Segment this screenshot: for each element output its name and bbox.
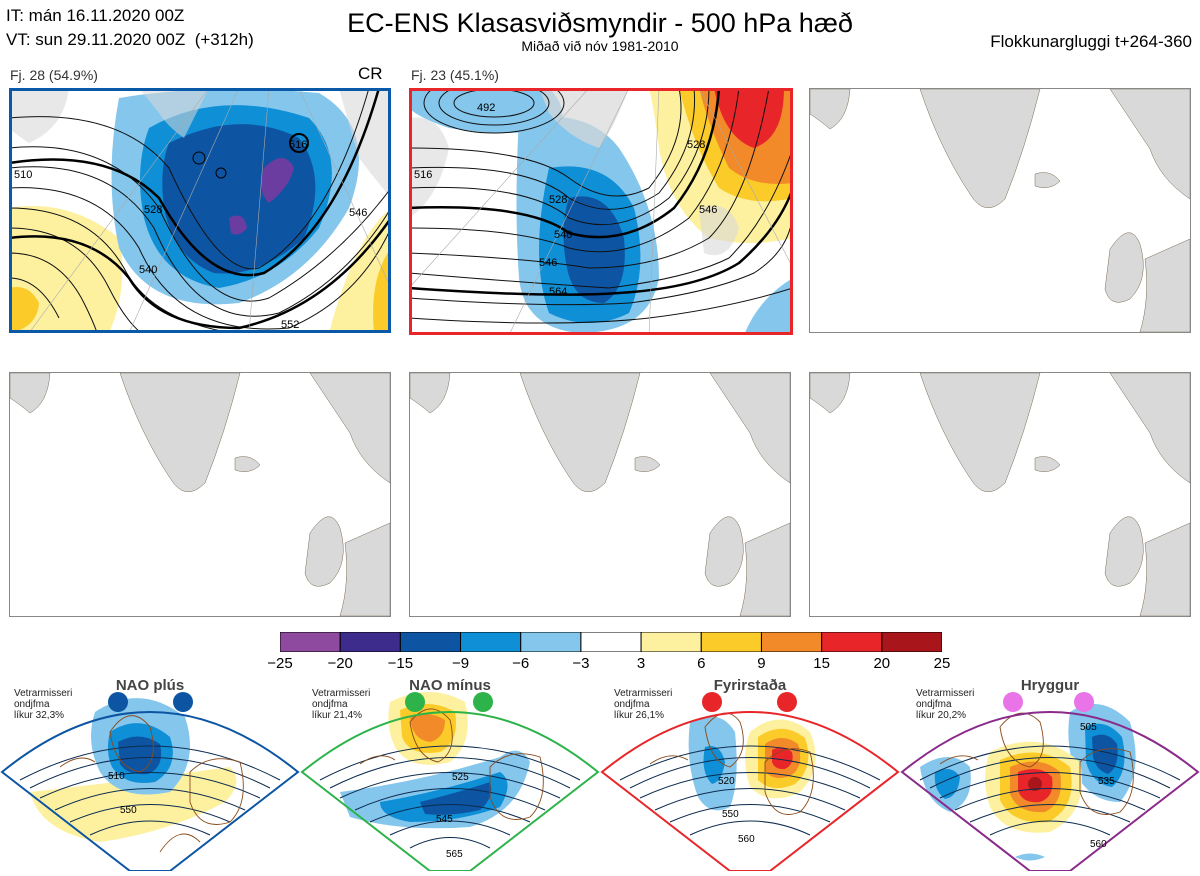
cluster-map-5 [409, 372, 791, 617]
colorbar-tick-label: −20 [327, 655, 353, 672]
regime-dot [777, 692, 797, 712]
regime-dot [473, 692, 493, 712]
contour-label: 528 [144, 204, 162, 216]
regime-name: Hryggur [1020, 677, 1080, 694]
page-title: EC-ENS Klasasviðsmyndir - 500 hPa hæð [347, 8, 853, 38]
contour-label: 528 [687, 139, 705, 151]
regime-months: ondjfma [14, 699, 50, 710]
colorbar-tick-label: −6 [512, 655, 530, 672]
cluster-2-border [409, 88, 793, 335]
valid-time: VT: sun 29.11.2020 00Z (+312h) [6, 30, 254, 49]
contour-label: 545 [436, 814, 453, 825]
regime-name: Fyrirstaða [713, 677, 787, 694]
regime-months: ondjfma [916, 699, 952, 710]
colorbar-swatch [339, 632, 401, 652]
regime-stats: Vetrarmisseri ondjfma líkur 21,4% [312, 688, 370, 721]
regime-stats: Vetrarmisseri ondjfma líkur 20,2% [916, 688, 974, 721]
colorbar-swatch [280, 632, 341, 652]
contour-label: 505 [1080, 722, 1097, 733]
contour-label: 546 [539, 257, 557, 269]
cluster-map-1: 516 528 540 546 552 510 [9, 88, 391, 333]
contour-label: 520 [718, 776, 735, 787]
cluster-2-label: Fj. 23 (45.1%) [411, 67, 499, 83]
cluster-map-6 [809, 372, 1191, 617]
contour-label: 516 [289, 139, 307, 151]
regime-dot [702, 692, 722, 712]
colorbar-tick-label: 25 [933, 655, 951, 672]
colorbar-swatch [700, 632, 762, 652]
regime-probability: líkur 26,1% [614, 710, 665, 721]
header-info: IT: mán 16.11.2020 00Z VT: sun 29.11.202… [6, 4, 254, 52]
classification-window: Flokkunargluggi t+264-360 [990, 32, 1192, 51]
regime-nao-plus: 510 550 NAO plús Vetrarmisseri ondjfma l… [0, 672, 300, 872]
regime-dot [1003, 692, 1023, 712]
colorbar-tick-label: −3 [572, 655, 590, 672]
colorbar-tick-label: −9 [451, 655, 470, 672]
regime-dot [108, 692, 128, 712]
contour-label: 550 [120, 805, 137, 816]
colorbar-swatch [520, 632, 582, 652]
regime-months: ondjfma [614, 699, 650, 710]
colorbar-swatch [821, 632, 883, 652]
regime-dot [405, 692, 425, 712]
contour-label: 492 [477, 102, 495, 114]
regime-probability: líkur 20,2% [916, 710, 967, 721]
colorbar-tick-label: 9 [757, 655, 766, 672]
contour-label: 565 [446, 849, 463, 860]
regime-stats: Vetrarmisseri ondjfma líkur 32,3% [14, 688, 72, 721]
regime-season: Vetrarmisseri [312, 688, 371, 699]
colorbar-swatch [881, 632, 942, 652]
colorbar-tick-label: −25 [267, 655, 293, 672]
contour-label: 560 [1090, 839, 1107, 850]
regime-blocking: 520 550 560 Fyrirstaða Vetrarmisseri ond… [600, 672, 900, 872]
colorbar-swatch [760, 632, 823, 652]
cluster-1-border [9, 88, 391, 333]
contour-label: 516 [414, 169, 432, 181]
regime-name: NAO plús [115, 677, 185, 694]
contour-label: 552 [281, 319, 299, 331]
initial-time: IT: mán 16.11.2020 00Z [6, 6, 185, 25]
contour-label: 510 [14, 169, 32, 181]
contour-label: 525 [452, 772, 469, 783]
contour-label: 535 [1098, 776, 1115, 787]
regime-ridge: 505 535 560 Hryggur Vetrarmisseri ondjfm… [900, 672, 1200, 872]
regime-stats: Vetrarmisseri ondjfma líkur 26,1% [614, 688, 672, 721]
contour-label: 560 [738, 834, 755, 845]
colorbar-swatch [399, 632, 462, 652]
contour-label: 550 [722, 809, 739, 820]
colorbar [280, 632, 942, 652]
regime-season: Vetrarmisseri [916, 688, 975, 699]
regime-dot [1074, 692, 1094, 712]
colorbar-tick-label: 20 [873, 655, 891, 672]
regime-season: Vetrarmisseri [14, 688, 73, 699]
colorbar-tick-label: −15 [387, 655, 414, 672]
regime-season: Vetrarmisseri [614, 688, 673, 699]
cluster-map-3 [809, 88, 1191, 333]
cluster-1-tag: CR [358, 64, 383, 83]
contour-label: 528 [549, 194, 567, 206]
cluster-1-label: Fj. 28 (54.9%) [10, 67, 98, 83]
contour-label: 540 [139, 264, 157, 276]
colorbar-tick-label: 6 [697, 655, 706, 672]
cluster-map-4 [9, 372, 391, 617]
page-subtitle: Miðað við nóv 1981-2010 [521, 38, 679, 54]
colorbar-swatch [580, 632, 642, 652]
regime-probability: líkur 21,4% [312, 710, 363, 721]
regime-probability: líkur 32,3% [14, 710, 65, 721]
regime-name: NAO mínus [409, 677, 491, 694]
colorbar-swatch [460, 632, 522, 652]
regime-dot [173, 692, 193, 712]
colorbar-tick-label: 15 [813, 655, 830, 672]
contour-label: 510 [108, 771, 125, 782]
regime-months: ondjfma [312, 699, 348, 710]
colorbar-tick-label: 3 [636, 655, 646, 672]
contour-label: 546 [349, 207, 367, 219]
regime-nao-minus: 525 545 565 NAO mínus Vetrarmisseri ondj… [300, 672, 600, 872]
contour-label: 540 [554, 229, 572, 241]
cluster-map-2: 492 516 528 528 540 546 546 564 [409, 88, 793, 335]
contour-label: 564 [549, 286, 567, 298]
colorbar-swatch [640, 632, 702, 652]
contour-label: 546 [699, 204, 717, 216]
